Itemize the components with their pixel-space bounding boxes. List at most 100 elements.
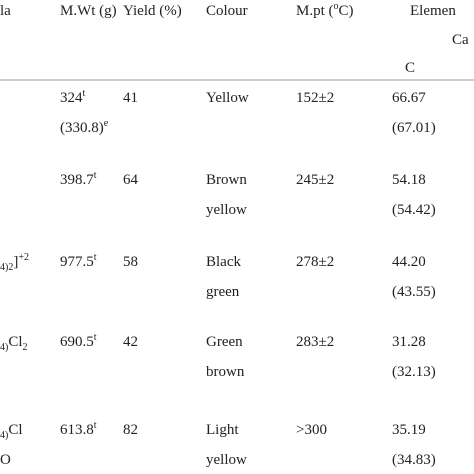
table-cell: (330.8)e​ <box>60 118 109 136</box>
table-cell: green <box>206 284 240 300</box>
table-cell-part: t <box>83 88 86 99</box>
table-cell-part: ] <box>13 254 18 270</box>
header-cell-part: Ca <box>452 32 469 48</box>
header-cell-part: M.Wt (g) <box>60 3 117 19</box>
table-cell: 613.8t​ <box>60 420 97 438</box>
table-cell-part: Cl <box>8 422 22 438</box>
table-cell: 977.5t​ <box>60 252 97 270</box>
header-cell: M.pt (o​C) <box>296 1 354 19</box>
table-cell-part: e <box>104 118 109 129</box>
header-cell: Yield (%) <box>123 3 182 19</box>
table-cell-part: Yellow <box>206 90 249 106</box>
table-cell-part: (67.01) <box>392 120 436 136</box>
table-cell-part: 64 <box>123 172 139 188</box>
table-cell-part: t <box>94 170 97 181</box>
table-cell-part: Green <box>206 334 243 350</box>
table-cell-part: 278±2 <box>296 254 334 270</box>
table-cell: 41 <box>123 90 138 106</box>
table-cell-part: Light <box>206 422 239 438</box>
table-cell-part: 82 <box>123 422 138 438</box>
table-cell: 42 <box>123 334 138 350</box>
table-cell-part: 35.19 <box>392 422 426 438</box>
table-cell-part: 977.5 <box>60 254 94 270</box>
header-cell-part: Yield (%) <box>123 3 182 19</box>
table-cell: 152±2 <box>296 90 334 106</box>
table-cell-part: 41 <box>123 90 138 106</box>
table-cell: 4)​Cl <box>0 422 23 441</box>
table-cell: Black <box>206 254 241 270</box>
table-cell: (32.13) <box>392 364 436 380</box>
table-cell: (67.01) <box>392 120 436 136</box>
table-cell: Green <box>206 334 243 350</box>
table-cell-part: 398.7 <box>60 172 94 188</box>
table-cell: 398.7t​ <box>60 170 97 188</box>
table-cell: brown <box>206 364 245 380</box>
table-cell-part: 324 <box>60 90 83 106</box>
table-cell-part: brown <box>206 364 245 380</box>
table-cell-part: (54.42) <box>392 202 436 218</box>
table-cell-part: (43.55) <box>392 284 436 300</box>
header-cell: Colour <box>206 3 248 19</box>
table-cell-part: 4)2 <box>0 262 13 273</box>
header-cell-part: C <box>405 60 415 76</box>
table-cell-part: 66.67 <box>392 90 426 106</box>
table-cell: 278±2 <box>296 254 334 270</box>
table-cell: (43.55) <box>392 284 436 300</box>
table-cell-part: 152±2 <box>296 90 334 106</box>
table-cell-part: 4) <box>0 430 8 441</box>
table-cell: 31.28 <box>392 334 426 350</box>
header-cell-part: la <box>0 3 11 19</box>
header-cell: M.Wt (g) <box>60 3 117 19</box>
table-cell-part: 283±2 <box>296 334 334 350</box>
header-cell-part: M.pt ( <box>296 3 334 19</box>
table-cell-part: (330.8) <box>60 120 104 136</box>
table-cell: >300 <box>296 422 327 438</box>
header-cell: Ca <box>452 32 469 48</box>
header-cell-part: C) <box>339 3 354 19</box>
table-cell-part: 54.18 <box>392 172 426 188</box>
table-cell-part: 690.5 <box>60 334 94 350</box>
header-cell-part: o <box>334 1 339 12</box>
table-cell: 690.5t​ <box>60 332 97 350</box>
header-cell: Elemen <box>410 3 456 19</box>
table-cell-part: 58 <box>123 254 138 270</box>
table-cell: 64 <box>123 172 139 188</box>
table-cell-part: yellow <box>206 452 247 468</box>
table-cell: Brown <box>206 172 247 188</box>
table-cell: (34.83) <box>392 452 436 468</box>
table-cell-part: 31.28 <box>392 334 426 350</box>
table-cell: Light <box>206 422 239 438</box>
table-cell-part: Cl <box>8 334 22 350</box>
table-cell: 44.20 <box>392 254 426 270</box>
table-cell-part: (32.13) <box>392 364 436 380</box>
header-cell: la <box>0 3 11 19</box>
table-cell: 54.18 <box>392 172 426 188</box>
table-cell: 283±2 <box>296 334 334 350</box>
table-cell: (54.42) <box>392 202 436 218</box>
table-cell-part: 613.8 <box>60 422 94 438</box>
table-cell: Yellow <box>206 90 249 106</box>
table-cell-part: 4) <box>0 342 8 353</box>
table-cell-part: O <box>0 452 11 468</box>
header-cell-part: Elemen <box>410 3 456 19</box>
table-cell-part: >300 <box>296 422 327 438</box>
table-cell: 82 <box>123 422 138 438</box>
header-cell: C <box>405 60 415 76</box>
table-cell: 4)​Cl2​ <box>0 334 28 353</box>
table-cell: yellow <box>206 452 247 468</box>
table-cell: 245±2 <box>296 172 334 188</box>
table-cell: 58 <box>123 254 138 270</box>
table-cell: 4)2​]+2​ <box>0 252 29 273</box>
table-cell-part: 245±2 <box>296 172 334 188</box>
table-cell: 324t​ <box>60 88 86 106</box>
table-cell: yellow <box>206 202 247 218</box>
table-cell-part: Brown <box>206 172 247 188</box>
table-cell-part: t <box>94 332 97 343</box>
table-cell-part: green <box>206 284 240 300</box>
table-cell-part: t <box>94 420 97 431</box>
table-cell-part: 2 <box>23 342 28 353</box>
table-cell-part: 42 <box>123 334 138 350</box>
table-cell-part: t <box>94 252 97 263</box>
header-cell-part: Colour <box>206 3 248 19</box>
